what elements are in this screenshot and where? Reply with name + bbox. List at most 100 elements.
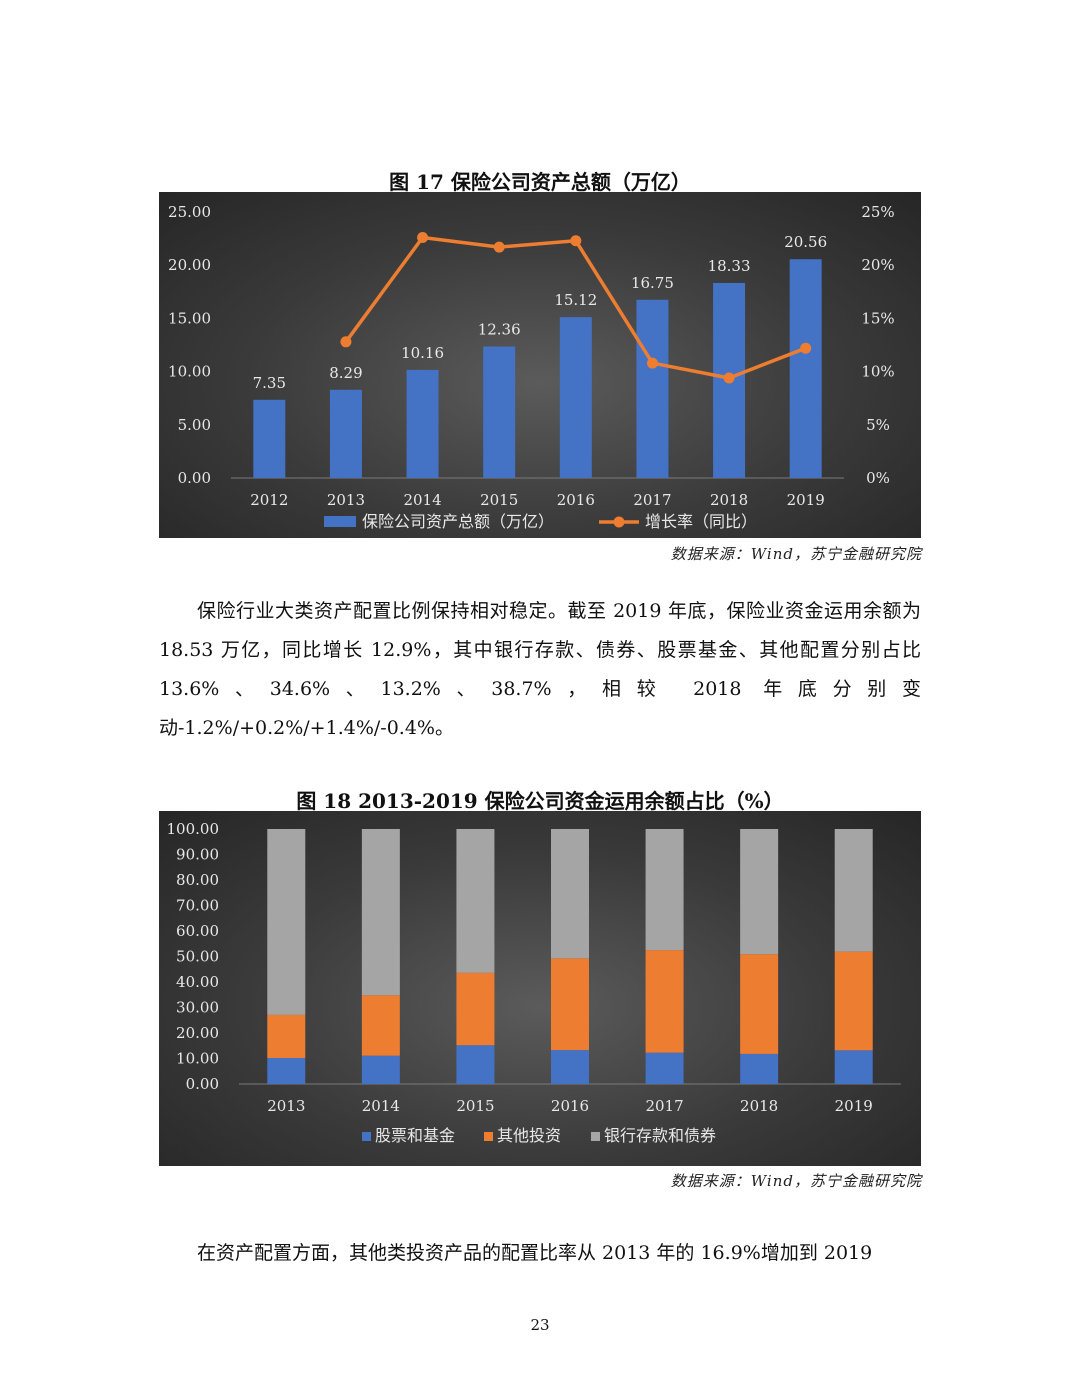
y-tick-label: 70.00 xyxy=(176,897,219,915)
x-tick-label: 2013 xyxy=(267,1097,305,1115)
bar xyxy=(329,389,362,478)
x-tick-label: 2014 xyxy=(403,491,441,509)
y-tick-label: 5.00 xyxy=(178,416,211,434)
bar-data-label: 7.35 xyxy=(253,374,286,392)
y-tick-label: 20.00 xyxy=(176,1024,219,1042)
chart-fund-allocation-svg: 0.00 10.00 20.00 30.00 40.00 50.00 60.00 70.00 8… xyxy=(167,820,901,1145)
stacked-bar-segment xyxy=(740,954,779,1054)
page-number: 23 xyxy=(530,1316,550,1334)
stacked-bar-segment xyxy=(456,829,495,973)
stacked-bar-segment xyxy=(645,950,684,1053)
legend-bar-label: 保险公司资产总额（万亿） xyxy=(362,512,554,531)
stacked-bar-segment xyxy=(267,1057,306,1084)
bar-data-label: 8.29 xyxy=(329,364,362,382)
figure-18-source: 数据来源：Wind，苏宁金融研究院 xyxy=(670,1172,922,1190)
bar-data-label: 18.33 xyxy=(708,257,751,275)
y2-tick-label: 20% xyxy=(861,256,894,274)
stacked-bar-segment xyxy=(551,829,589,959)
legend-swatch xyxy=(591,1132,600,1141)
y-tick-label: 0.00 xyxy=(178,469,211,487)
y-tick-label: 60.00 xyxy=(176,922,219,940)
y-tick-label: 40.00 xyxy=(176,973,219,991)
growth-rate-point xyxy=(570,235,582,247)
stacked-bar-segment xyxy=(267,829,306,1015)
stacked-bar-segment xyxy=(361,995,400,1056)
bar xyxy=(636,299,669,478)
stacked-bar-segment xyxy=(551,958,589,1051)
x-tick-label: 2018 xyxy=(740,1097,778,1115)
paragraph-asset-allocation: 保险行业大类资产配置比例保持相对稳定。截至 2019 年底，保险业资金运用余额为… xyxy=(159,600,921,739)
legend-bar-swatch xyxy=(324,516,356,527)
stacked-bar-segment xyxy=(361,1055,400,1084)
stacked-bar-segment xyxy=(645,829,684,951)
bar xyxy=(559,317,592,478)
y-tick-label: 100.00 xyxy=(167,820,220,838)
bar-data-label: 10.16 xyxy=(401,344,444,362)
growth-rate-point xyxy=(340,336,352,348)
x-tick-label: 2015 xyxy=(480,491,518,509)
legend-label: 银行存款和债券 xyxy=(604,1126,716,1145)
y-tick-label: 20.00 xyxy=(168,256,211,274)
x-tick-label: 2013 xyxy=(327,491,365,509)
y2-tick-label: 10% xyxy=(861,363,894,381)
legend-line-marker xyxy=(613,516,625,528)
growth-rate-point xyxy=(646,357,658,369)
stacked-bar-segment xyxy=(361,829,400,996)
stacked-bar-segment xyxy=(456,1045,495,1084)
figure-17-source: 数据来源：Wind，苏宁金融研究院 xyxy=(670,545,922,563)
y-tick-label: 50.00 xyxy=(176,948,219,966)
y-tick-label: 15.00 xyxy=(168,309,211,327)
x-tick-label: 2015 xyxy=(456,1097,494,1115)
stacked-bar-segment xyxy=(834,829,873,952)
legend-label: 其他投资 xyxy=(497,1126,561,1145)
legend-label: 股票和基金 xyxy=(375,1126,455,1145)
x-tick-label: 2017 xyxy=(645,1097,683,1115)
paragraph-other-investments: 在资产配置方面，其他类投资产品的配置比率从 2013 年的 16.9%增加到 2… xyxy=(197,1242,873,1264)
bar xyxy=(406,369,439,478)
stacked-bar-segment xyxy=(740,829,779,955)
x-tick-label: 2019 xyxy=(835,1097,873,1115)
stacked-bar-segment xyxy=(267,1014,306,1058)
chart-fund-allocation: 0.00 10.00 20.00 30.00 40.00 50.00 60.00 70.00 8… xyxy=(159,811,921,1166)
x-tick-label: 2018 xyxy=(710,491,748,509)
x-tick-label: 2019 xyxy=(787,491,825,509)
stacked-bar-segment xyxy=(740,1053,779,1084)
legend-line-label: 增长率（同比） xyxy=(645,512,757,531)
bar-data-label: 16.75 xyxy=(631,274,674,292)
chart-total-assets-svg: 0.00 5.00 10.00 15.00 20.00 25.00 0% 5% 10% 15% 20… xyxy=(168,203,895,531)
y-tick-label: 80.00 xyxy=(176,871,219,889)
growth-rate-point xyxy=(417,232,429,244)
bar-data-label: 20.56 xyxy=(784,233,827,251)
bar-data-label: 12.36 xyxy=(478,320,521,338)
x-tick-label: 2012 xyxy=(250,491,288,509)
y-tick-label: 10.00 xyxy=(176,1050,219,1068)
bar xyxy=(253,399,286,478)
bar-data-label: 15.12 xyxy=(554,291,597,309)
figure-17-title: 图 17 保险公司资产总额（万亿） xyxy=(389,170,691,194)
figure-18-title: 图 18 2013-2019 保险公司资金运用余额占比（%） xyxy=(296,789,784,813)
stacked-bar-segment xyxy=(645,1052,684,1084)
x-tick-label: 2014 xyxy=(362,1097,400,1115)
legend-swatch xyxy=(484,1132,493,1141)
growth-rate-point xyxy=(723,372,735,384)
y-tick-label: 30.00 xyxy=(176,999,219,1017)
x-tick-label: 2016 xyxy=(557,491,595,509)
bar xyxy=(789,259,822,478)
growth-rate-point xyxy=(493,241,505,253)
x-tick-label: 2016 xyxy=(551,1097,589,1115)
y-tick-label: 0.00 xyxy=(186,1075,219,1093)
bar xyxy=(483,346,516,478)
y-tick-label: 90.00 xyxy=(176,846,219,864)
growth-rate-point xyxy=(800,342,812,354)
stacked-bar-segment xyxy=(456,972,495,1046)
legend-swatch xyxy=(362,1132,371,1141)
y2-tick-label: 5% xyxy=(866,416,890,434)
stacked-bar-segment xyxy=(834,951,873,1051)
x-tick-label: 2017 xyxy=(633,491,671,509)
chart-total-assets: 0.00 5.00 10.00 15.00 20.00 25.00 0% 5% 10% 15% 20… xyxy=(159,192,921,538)
stacked-bar-segment xyxy=(551,1050,589,1084)
stacked-bar-segment xyxy=(834,1050,873,1084)
y-tick-label: 10.00 xyxy=(168,363,211,381)
y-tick-label: 25.00 xyxy=(168,203,211,221)
y2-tick-label: 15% xyxy=(861,309,894,327)
